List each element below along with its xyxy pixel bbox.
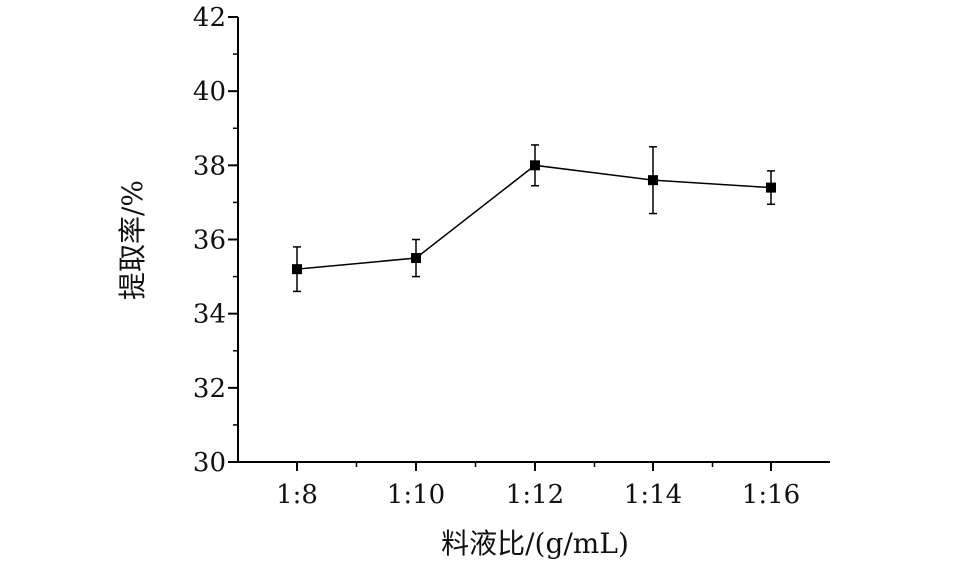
y-tick-label: 40 [193,77,226,107]
y-tick-label: 32 [193,374,226,404]
y-tick-label: 34 [193,300,226,330]
x-tick-label: 1:14 [624,480,682,510]
x-axis-ticks: 1:8 1:10 1:12 1:14 1:16 [276,462,800,510]
y-tick-label: 38 [193,151,226,181]
data-point-marker [766,182,776,193]
y-tick-label: 36 [193,226,226,256]
data-point-marker [411,253,421,264]
series-group [292,144,776,293]
y-tick-label: 30 [193,448,226,478]
data-point-marker [530,160,540,171]
data-point-marker [292,264,302,275]
x-tick-label: 1:8 [276,480,318,510]
y-axis-ticks: 30 32 34 36 38 40 42 [193,3,238,478]
x-axis-title: 料液比/(g/mL) [441,527,629,560]
y-tick-label: 42 [193,3,226,33]
x-tick-label: 1:12 [506,480,564,510]
x-tick-label: 1:10 [387,480,445,510]
series-line [296,164,772,270]
data-point-marker [648,175,658,186]
axes [237,17,830,463]
y-axis-title: 提取率/% [116,180,149,300]
x-tick-label: 1:16 [742,480,800,510]
